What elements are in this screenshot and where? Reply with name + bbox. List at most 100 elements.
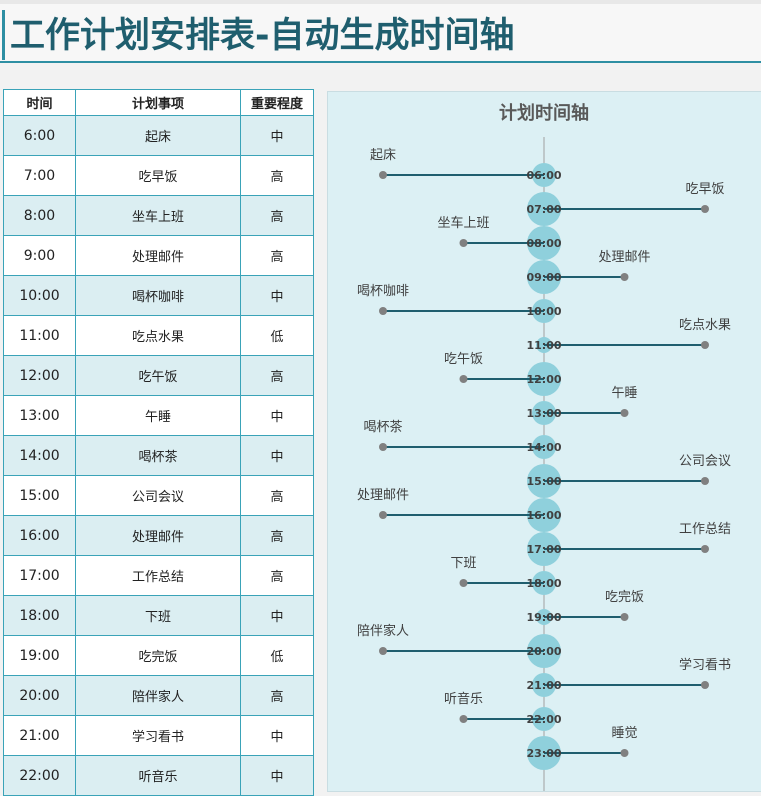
timeline-dot — [701, 681, 709, 689]
cell-task[interactable]: 喝杯咖啡 — [75, 275, 241, 316]
timeline-dot — [379, 511, 387, 519]
table-row: 17:00 工作总结高 — [3, 555, 314, 596]
table-row: 14:00 喝杯茶中 — [3, 435, 314, 476]
cell-task[interactable]: 吃早饭 — [75, 155, 241, 196]
cell-time[interactable]: 19:00 — [3, 635, 76, 676]
header-time[interactable]: 时间 — [3, 89, 76, 116]
cell-priority[interactable]: 中 — [240, 755, 314, 796]
timeline-event-label: 起床 — [370, 148, 396, 163]
cell-task[interactable]: 下班 — [75, 595, 241, 636]
cell-time[interactable]: 15:00 — [3, 475, 76, 516]
timeline-dot — [620, 409, 629, 417]
timeline-event-label: 听音乐 — [444, 691, 483, 707]
cell-task[interactable]: 公司会议 — [75, 475, 241, 516]
timeline-time-label: 20:00 — [526, 645, 561, 658]
cell-task[interactable]: 陪伴家人 — [75, 675, 241, 716]
timeline-time-label: 07:00 — [526, 203, 561, 216]
timeline-time-label: 06:00 — [526, 169, 561, 182]
table-row: 12:00 吃午饭高 — [3, 355, 314, 396]
cell-priority[interactable]: 高 — [240, 195, 314, 236]
cell-priority[interactable]: 高 — [240, 475, 314, 516]
chart-title: 计划时间轴 — [499, 102, 589, 124]
timeline-time-label: 15:00 — [526, 475, 561, 488]
cell-task[interactable]: 喝杯茶 — [75, 435, 241, 476]
timeline-event-label: 工作总结 — [679, 522, 731, 537]
timeline-dot — [701, 341, 709, 349]
cell-time[interactable]: 9:00 — [3, 235, 76, 276]
cell-time[interactable]: 20:00 — [3, 675, 76, 716]
timeline-time-label: 19:00 — [526, 611, 561, 624]
cell-time[interactable]: 22:00 — [3, 755, 76, 796]
cell-time[interactable]: 6:00 — [3, 115, 76, 156]
cell-time[interactable]: 8:00 — [3, 195, 76, 236]
cell-task[interactable]: 处理邮件 — [75, 235, 241, 276]
cell-time[interactable]: 17:00 — [3, 555, 76, 596]
plan-table: 时间 计划事项 重要程度 6:00 起床中 7:00 吃早饭高 8:00 坐车上班高 9:0… — [3, 89, 314, 796]
table-row: 15:00 公司会议高 — [3, 475, 314, 516]
table-header-row: 时间 计划事项 重要程度 — [3, 89, 314, 116]
timeline-time-label: 22:00 — [526, 713, 561, 726]
cell-priority[interactable]: 高 — [240, 235, 314, 276]
table-row: 18:00 下班中 — [3, 595, 314, 636]
cell-time[interactable]: 13:00 — [3, 395, 76, 436]
cell-priority[interactable]: 中 — [240, 275, 314, 316]
cell-time[interactable]: 12:00 — [3, 355, 76, 396]
timeline-event-label: 喝杯茶 — [363, 419, 402, 435]
cell-priority[interactable]: 中 — [240, 395, 314, 436]
timeline-dot — [459, 579, 468, 587]
cell-priority[interactable]: 高 — [240, 155, 314, 196]
cell-time[interactable]: 16:00 — [3, 515, 76, 556]
cell-priority[interactable]: 高 — [240, 355, 314, 396]
cell-task[interactable]: 处理邮件 — [75, 515, 241, 556]
timeline-dot — [620, 273, 629, 281]
timeline-time-label: 23:00 — [526, 747, 561, 760]
cell-priority[interactable]: 低 — [240, 315, 314, 356]
cell-task[interactable]: 听音乐 — [75, 755, 241, 796]
timeline-event-label: 公司会议 — [679, 454, 731, 469]
cell-time[interactable]: 14:00 — [3, 435, 76, 476]
timeline-dot — [701, 545, 709, 553]
table-row: 9:00 处理邮件高 — [3, 235, 314, 276]
cell-task[interactable]: 吃午饭 — [75, 355, 241, 396]
timeline-time-label: 17:00 — [526, 543, 561, 556]
timeline-event-label: 下班 — [450, 556, 476, 571]
table-row: 11:00 吃点水果低 — [3, 315, 314, 356]
header-task[interactable]: 计划事项 — [75, 89, 241, 116]
cell-priority[interactable]: 低 — [240, 635, 314, 676]
cell-time[interactable]: 18:00 — [3, 595, 76, 636]
timeline-event-label: 睡觉 — [611, 726, 637, 741]
timeline-dot — [701, 477, 709, 485]
timeline-dot — [459, 715, 468, 723]
cell-priority[interactable]: 高 — [240, 675, 314, 716]
timeline-event-label: 午睡 — [611, 386, 637, 401]
cell-time[interactable]: 21:00 — [3, 715, 76, 756]
timeline-event-label: 吃午饭 — [444, 351, 483, 367]
cell-task[interactable]: 午睡 — [75, 395, 241, 436]
cell-task[interactable]: 吃完饭 — [75, 635, 241, 676]
timeline-dot — [701, 205, 709, 213]
cell-task[interactable]: 起床 — [75, 115, 241, 156]
cell-task[interactable]: 工作总结 — [75, 555, 241, 596]
cell-priority[interactable]: 中 — [240, 595, 314, 636]
cell-task[interactable]: 坐车上班 — [75, 195, 241, 236]
header-priority[interactable]: 重要程度 — [240, 89, 314, 116]
cell-task[interactable]: 学习看书 — [75, 715, 241, 756]
cell-time[interactable]: 7:00 — [3, 155, 76, 196]
timeline-event-label: 处理邮件 — [357, 488, 409, 503]
cell-priority[interactable]: 中 — [240, 115, 314, 156]
timeline-event-label: 学习看书 — [679, 657, 731, 673]
cell-time[interactable]: 10:00 — [3, 275, 76, 316]
cell-priority[interactable]: 高 — [240, 555, 314, 596]
cell-time[interactable]: 11:00 — [3, 315, 76, 356]
cell-priority[interactable]: 中 — [240, 435, 314, 476]
sheet-top-strip — [0, 0, 761, 4]
timeline-event-label: 吃完饭 — [605, 589, 644, 605]
cell-priority[interactable]: 高 — [240, 515, 314, 556]
timeline-chart: 计划时间轴 06:00 起床 07:00 吃早饭 08:00 坐车上班 09:00 处理邮件 10… — [327, 91, 761, 792]
title-bar: 工作计划安排表-自动生成时间轴 — [0, 4, 761, 63]
timeline-time-label: 12:00 — [526, 373, 561, 386]
cell-task[interactable]: 吃点水果 — [75, 315, 241, 356]
timeline-time-label: 10:00 — [526, 305, 561, 318]
cell-priority[interactable]: 中 — [240, 715, 314, 756]
table-row: 13:00 午睡中 — [3, 395, 314, 436]
